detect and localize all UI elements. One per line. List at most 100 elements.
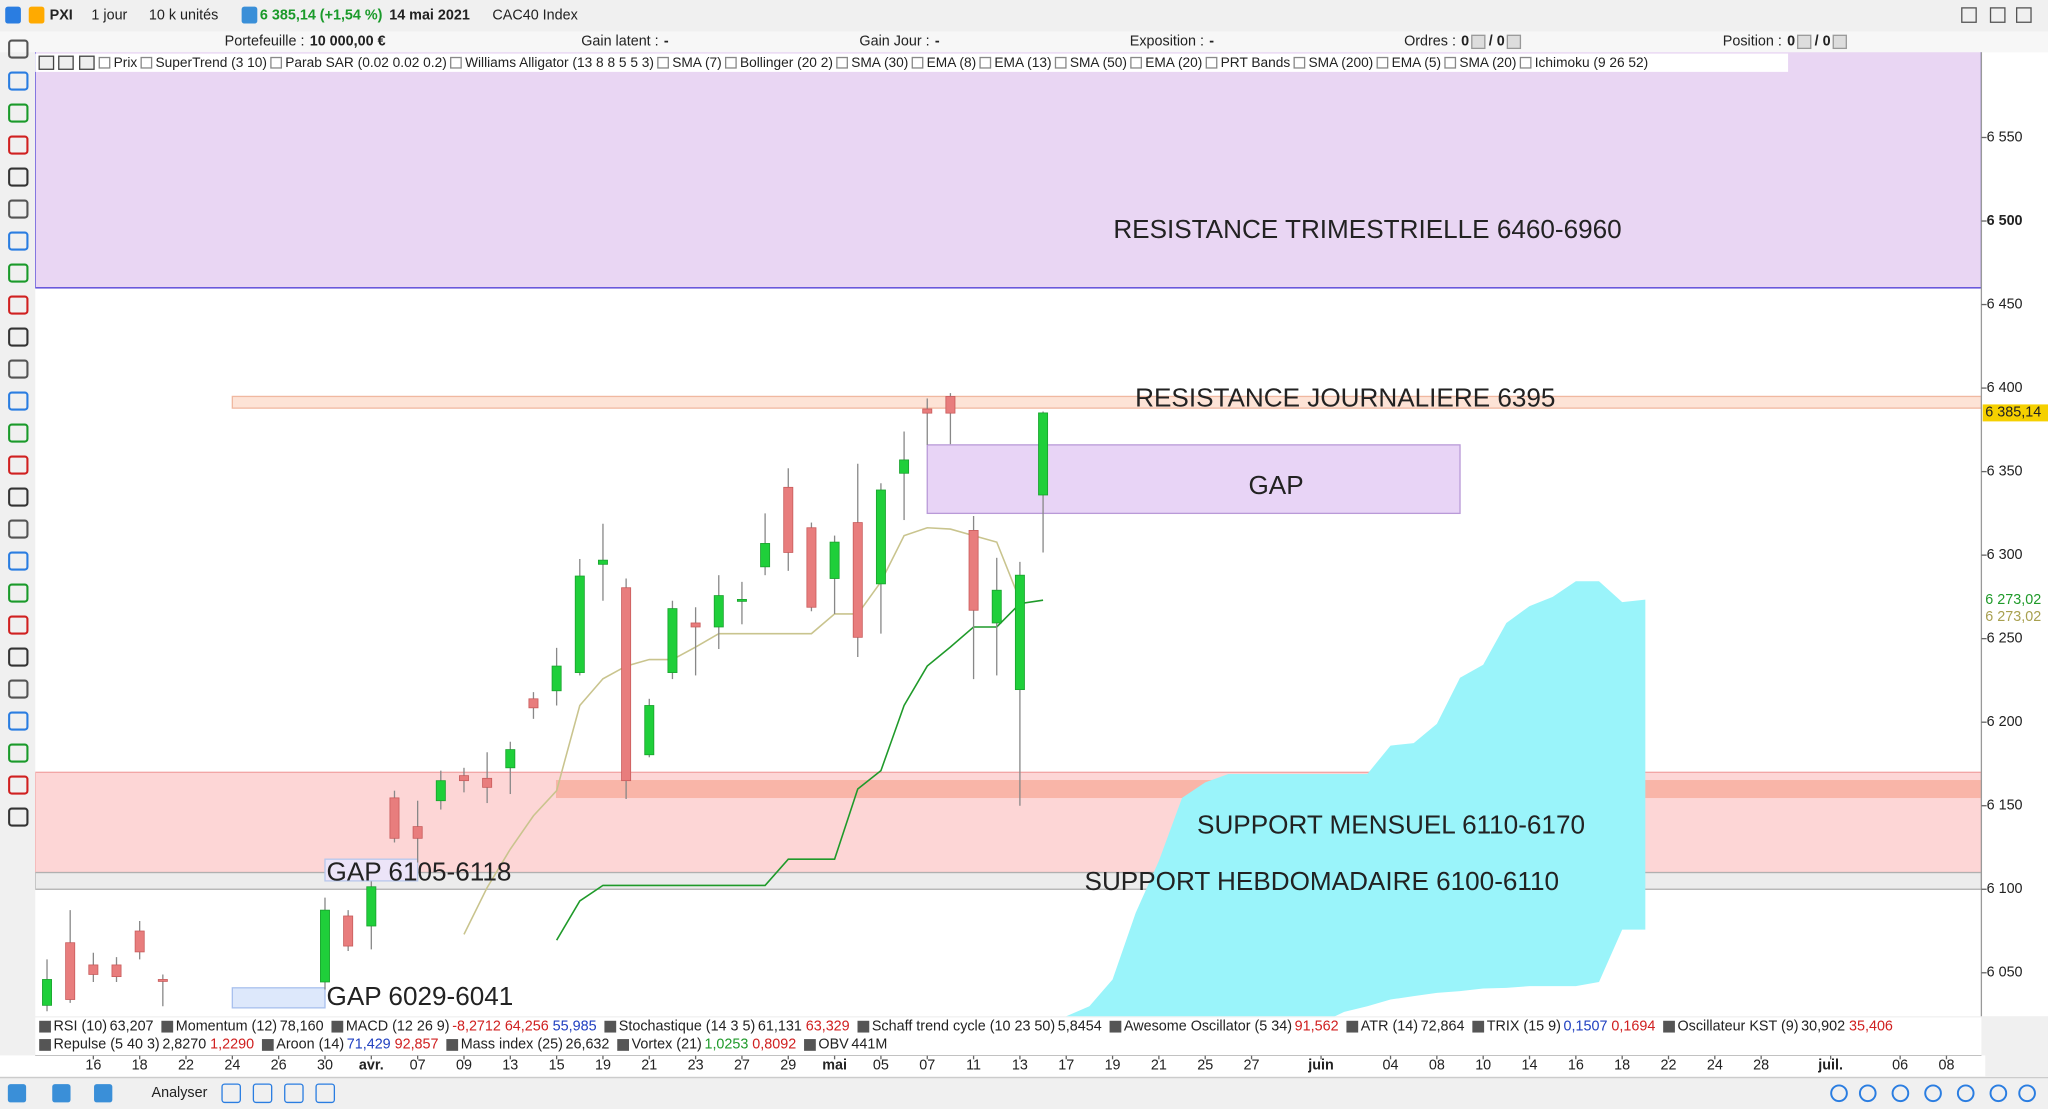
bottom-tool[interactable] [1830,1084,1848,1103]
overlay-checkbox[interactable] [836,56,848,69]
tool-icon[interactable] [8,615,29,635]
indicator-name[interactable]: Aroon (14) [276,1037,344,1053]
overlay-checkbox[interactable] [1444,56,1457,69]
indicator-name[interactable]: Momentum (12) [176,1018,277,1034]
overlay-name[interactable]: SuperTrend (3 10) [156,55,267,70]
tool-icon[interactable] [8,199,29,219]
window-button[interactable] [2015,7,2032,23]
indicator-name[interactable]: Oscillateur KST (9) [1678,1018,1799,1034]
tool-icon[interactable] [8,807,29,827]
bottom-icon[interactable] [221,1083,241,1104]
overlay-name[interactable]: SMA (50) [1070,55,1127,70]
overlay-checkbox[interactable] [98,56,111,69]
tool-icon[interactable] [8,71,29,91]
units[interactable]: 10 k unités [149,8,218,24]
overlay-name[interactable]: SMA (30) [851,55,908,70]
tool-icon[interactable] [8,167,29,187]
period[interactable]: 1 jour [91,8,127,24]
overlay-checkbox[interactable] [450,56,462,69]
overlay-checkbox[interactable] [1205,56,1218,69]
indicator-icon[interactable] [446,1039,459,1051]
overlay-checkbox[interactable] [1376,56,1389,69]
tool-icon[interactable] [8,583,29,603]
info-icon[interactable] [1471,34,1486,50]
tool-icon[interactable] [8,135,29,155]
overlay-checkbox[interactable] [140,56,153,69]
overlay-name[interactable]: EMA (8) [927,55,977,70]
indicator-name[interactable]: MACD (12 26 9) [346,1018,450,1034]
tool-icon[interactable] [8,423,29,443]
bottom-tool[interactable] [1858,1084,1877,1103]
indicator-name[interactable]: ATR (14) [1361,1018,1418,1034]
tool-icon[interactable] [8,295,29,315]
overlay-icon[interactable] [58,55,74,70]
indicator-name[interactable]: Stochastique (14 3 5) [619,1018,756,1034]
tool-icon[interactable] [8,231,29,251]
info-icon[interactable] [1506,34,1522,50]
overlay-name[interactable]: PRT Bands [1221,55,1291,70]
overlay-name[interactable]: Parab SAR (0.02 0.02 0.2) [285,55,447,70]
indicator-name[interactable]: Repulse (5 40 3) [54,1037,160,1053]
toolbar-icon[interactable] [241,6,258,24]
tool-icon[interactable] [8,359,29,379]
indicator-name[interactable]: Awesome Oscillator (5 34) [1124,1018,1292,1034]
indicator-icon[interactable] [1346,1020,1359,1033]
indicator-icon[interactable] [804,1039,816,1051]
overlay-name[interactable]: Ichimoku (9 26 52) [1535,55,1649,70]
indicator-icon[interactable] [1109,1020,1122,1033]
toolbar-icon[interactable] [28,6,45,24]
overlay-checkbox[interactable] [979,56,992,69]
tool-icon[interactable] [8,327,29,347]
tool-icon[interactable] [8,679,29,699]
tool-icon[interactable] [8,487,29,507]
overlay-icon[interactable] [79,55,95,70]
indicator-icon[interactable] [261,1039,274,1051]
overlay-name[interactable]: SMA (20) [1459,55,1516,70]
tool-icon[interactable] [8,743,29,763]
tool-icon[interactable] [8,647,29,667]
symbol[interactable]: PXI [50,8,73,24]
bottom-icon[interactable] [94,1084,113,1103]
bottom-icon[interactable] [52,1084,71,1103]
tool-icon[interactable] [8,263,29,283]
overlay-name[interactable]: Williams Alligator (13 8 8 5 5 3) [465,55,654,70]
bottom-icon[interactable] [7,1084,27,1103]
indicator-icon[interactable] [1472,1020,1485,1033]
toolbar-icon[interactable] [5,6,21,24]
overlay-checkbox[interactable] [1293,56,1306,69]
overlay-name[interactable]: EMA (5) [1392,55,1442,70]
overlay-checkbox[interactable] [911,56,924,69]
window-button[interactable] [1989,7,2006,23]
indicator-icon[interactable] [857,1020,870,1033]
overlay-name[interactable]: EMA (20) [1145,55,1202,70]
analyser-button[interactable]: Analyser [152,1085,208,1101]
tool-icon[interactable] [8,39,29,59]
overlay-checkbox[interactable] [1130,56,1142,69]
bottom-tool[interactable] [1924,1084,1942,1103]
indicator-icon[interactable] [39,1020,51,1033]
indicator-name[interactable]: TRIX (15 9) [1487,1018,1561,1034]
overlay-checkbox[interactable] [657,56,669,69]
tool-icon[interactable] [8,391,29,411]
overlay-name[interactable]: Prix [114,55,138,70]
indicator-icon[interactable] [39,1039,51,1051]
bottom-tool[interactable] [1956,1084,1975,1103]
window-button[interactable] [1961,7,1977,23]
bottom-icon[interactable] [315,1083,336,1104]
indicator-name[interactable]: OBV [818,1037,849,1053]
bottom-tool[interactable] [1989,1084,2008,1103]
overlay-checkbox[interactable] [1519,56,1532,69]
tool-icon[interactable] [8,519,29,539]
indicator-icon[interactable] [617,1039,630,1051]
overlay-checkbox[interactable] [724,56,737,69]
bottom-tool[interactable] [1891,1084,1910,1103]
indicator-icon[interactable] [331,1020,344,1033]
tool-icon[interactable] [8,103,29,123]
indicator-icon[interactable] [161,1020,174,1033]
indicator-name[interactable]: RSI (10) [54,1018,107,1034]
info-icon[interactable] [1797,34,1812,50]
info-icon[interactable] [1832,34,1847,50]
indicator-icon[interactable] [1663,1020,1675,1033]
bottom-icon[interactable] [284,1083,304,1104]
overlay-name[interactable]: EMA (13) [994,55,1051,70]
